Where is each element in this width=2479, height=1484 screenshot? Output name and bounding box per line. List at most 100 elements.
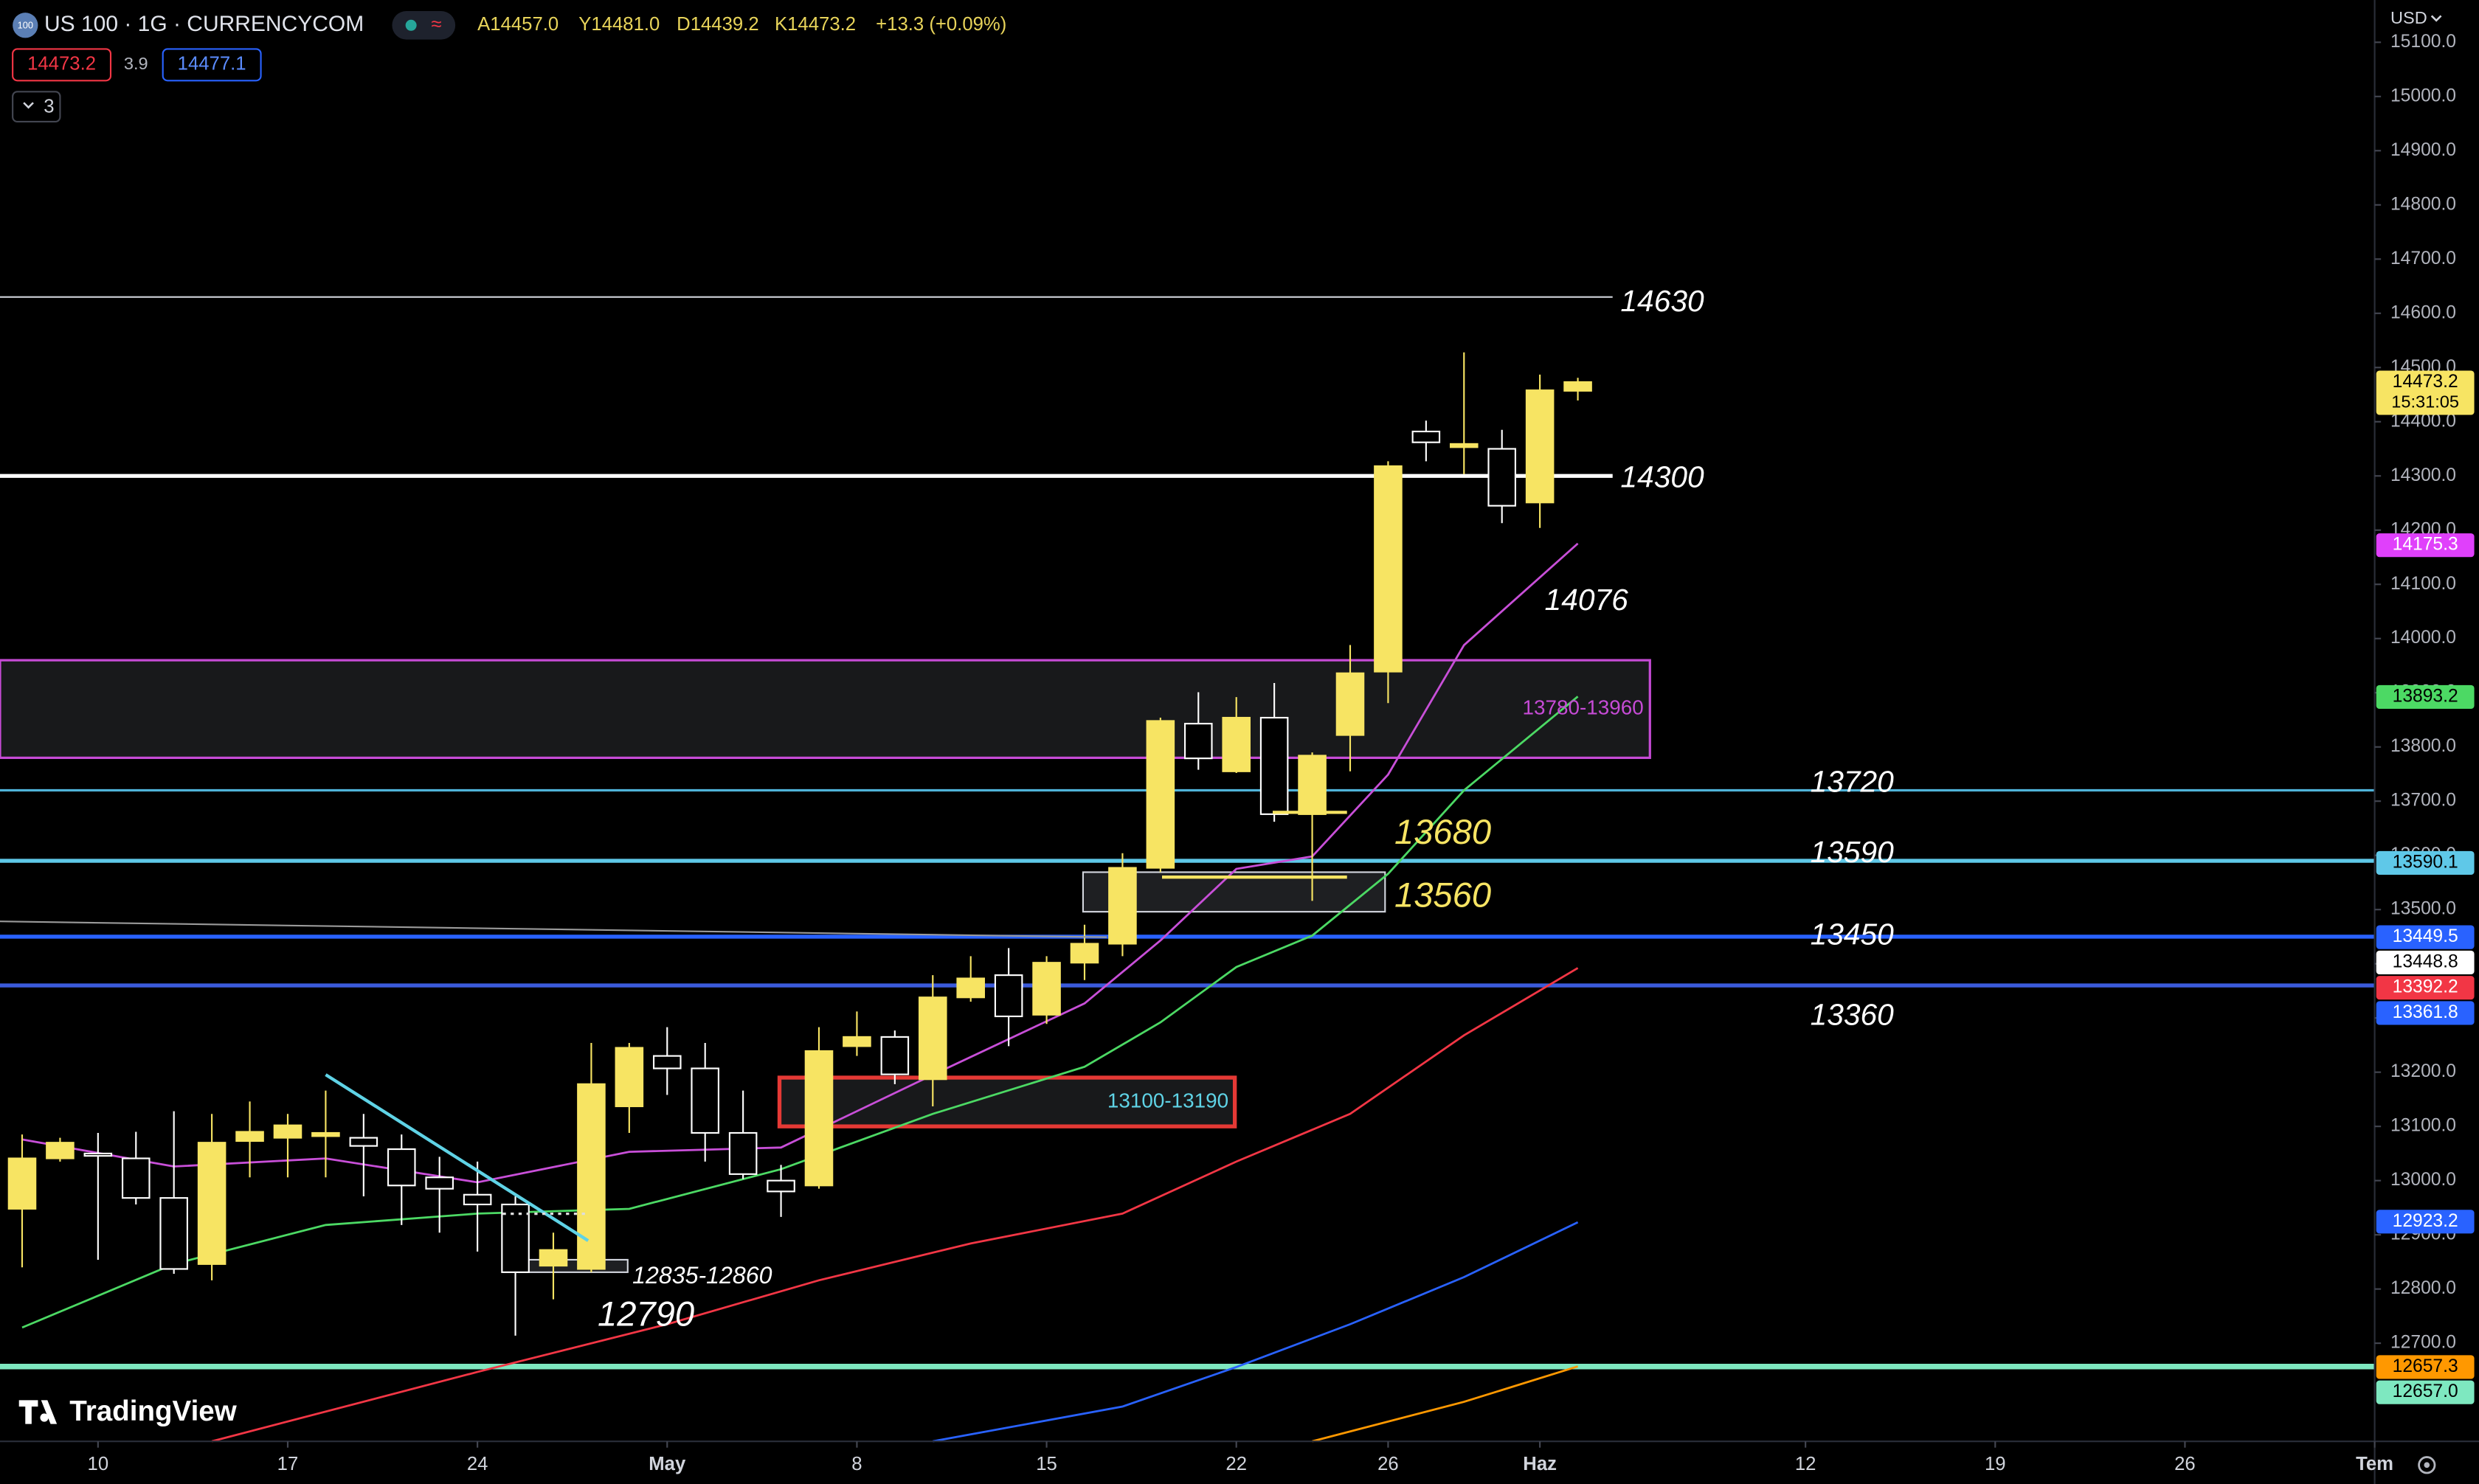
price-tag <box>2376 925 2475 949</box>
candle-body <box>843 1036 871 1047</box>
price-tag-label: 13590.1 <box>2393 852 2458 872</box>
indicator-toggle[interactable] <box>12 91 61 123</box>
price-tag <box>2376 1001 2475 1025</box>
status-dot <box>405 19 417 31</box>
level-label: 13590 <box>1811 835 1895 869</box>
x-tick-label: 12 <box>1795 1454 1816 1474</box>
candle-body <box>918 996 947 1081</box>
candle-body <box>425 1176 454 1190</box>
ohlc-item: A14457.0 <box>477 14 559 35</box>
price-tag-label: 14175.3 <box>2393 535 2458 555</box>
y-tick-label: 13500.0 <box>2390 899 2456 919</box>
axes: 12700.012800.012900.013000.013100.013200… <box>88 32 2475 1474</box>
candle-body <box>159 1197 188 1270</box>
candle-body <box>1070 943 1099 964</box>
x-tick-label: 24 <box>467 1454 488 1474</box>
sell-badge[interactable] <box>12 48 112 82</box>
candle-body <box>463 1193 492 1206</box>
candle-body <box>121 1157 151 1199</box>
y-tick-label: 15000.0 <box>2390 86 2456 105</box>
y-tick-label: 13000.0 <box>2390 1170 2456 1190</box>
sell-price: 14473.2 <box>27 54 96 74</box>
price-tag-label: 12923.2 <box>2393 1211 2458 1231</box>
x-tick-label: 10 <box>88 1454 109 1474</box>
moving-average <box>933 1221 1579 1443</box>
price-tag <box>2376 950 2475 974</box>
y-tick-label: 13800.0 <box>2390 736 2456 756</box>
candle-body <box>1146 720 1175 869</box>
price-tag <box>2376 976 2475 1000</box>
candle-body <box>728 1131 758 1175</box>
candle-body <box>1563 381 1592 392</box>
price-tag <box>2376 370 2475 415</box>
buy-price: 14477.1 <box>178 54 246 74</box>
x-tick-label: Haz <box>1523 1454 1557 1474</box>
candle-body <box>804 1050 834 1187</box>
settings-icon-center <box>2424 1462 2430 1469</box>
symbol-icon <box>13 13 38 38</box>
y-tick-label: 14900.0 <box>2390 140 2456 160</box>
candle-body <box>652 1055 682 1069</box>
x-tick-label: 22 <box>1225 1454 1247 1474</box>
y-tick-label: 13200.0 <box>2390 1061 2456 1081</box>
candle-body <box>1298 755 1327 815</box>
candle-body <box>1374 465 1403 673</box>
level-label: 14300 <box>1620 460 1704 493</box>
x-tick-label: 8 <box>851 1454 862 1474</box>
ohlc-values: A14457.0 Y14481.0 D14439.2 K14473.2 +13.3 (+… <box>477 14 1006 35</box>
annotation: 13560 <box>1394 876 1491 915</box>
brand-logo <box>18 1400 58 1424</box>
y-tick-label: 14000.0 <box>2390 628 2456 648</box>
chevron-icon <box>23 102 34 109</box>
x-tick-label: 26 <box>2174 1454 2196 1474</box>
level-label: 13720 <box>1811 765 1895 799</box>
candle-body <box>387 1148 416 1187</box>
y-tick-label: 13100.0 <box>2390 1116 2456 1136</box>
ohlc-item: D14439.2 <box>677 14 758 35</box>
price-tag-label: 13361.8 <box>2393 1002 2458 1022</box>
annotation: 12790 <box>598 1294 694 1333</box>
zone-label: 13100-13190 <box>1107 1089 1228 1112</box>
candle-body <box>1525 389 1555 504</box>
buy-badge[interactable] <box>162 48 262 82</box>
plot-area <box>0 296 2375 1443</box>
price-tag-label: 13392.2 <box>2393 977 2458 997</box>
candle-body <box>1108 867 1137 945</box>
y-tick-label: 15100.0 <box>2390 32 2456 52</box>
symbol-icon-text: 100 <box>18 20 33 31</box>
spread: 3.9 <box>124 54 148 73</box>
candle-body <box>349 1137 378 1147</box>
brand-name: TradingView <box>69 1395 237 1427</box>
currency[interactable]: USD <box>2390 8 2427 27</box>
price-tag <box>2376 1380 2475 1404</box>
candle-body <box>83 1152 113 1157</box>
ohlc-item: K14473.2 <box>775 14 856 35</box>
x-tick-label: 15 <box>1036 1454 1057 1474</box>
zone-label: 13780-13960 <box>1523 696 1644 719</box>
y-tick-label: 12800.0 <box>2390 1278 2456 1298</box>
status-icon: ≈ <box>431 14 441 35</box>
price-tag-label: 12657.0 <box>2393 1381 2458 1401</box>
price-tag-label: 13449.5 <box>2393 926 2458 946</box>
status-pill[interactable] <box>392 10 456 40</box>
candle-body <box>615 1047 644 1108</box>
chevron-icon <box>2430 15 2442 22</box>
x-tick-label: Tem <box>2356 1454 2393 1474</box>
range-box <box>513 1258 629 1273</box>
candle-body <box>1183 723 1213 760</box>
settings-icon[interactable] <box>2418 1456 2436 1474</box>
candle-body <box>235 1131 264 1143</box>
symbol-title[interactable]: US 100 · 1G · CURRENCYCOM <box>44 12 364 36</box>
y-tick-label: 14700.0 <box>2390 249 2456 268</box>
candle-body <box>1222 716 1251 772</box>
candle-body <box>994 974 1023 1018</box>
annotation: 14076 <box>1545 583 1629 617</box>
overlay: 13780-13960 13100-13190 14630 14300 13720 135… <box>598 284 1894 1333</box>
candle-body <box>1335 672 1365 736</box>
candle-body <box>880 1036 910 1075</box>
candle-body <box>273 1124 302 1139</box>
ohlc-item: +13.3 (+0.09%) <box>876 14 1006 35</box>
candle-body <box>1411 430 1441 443</box>
